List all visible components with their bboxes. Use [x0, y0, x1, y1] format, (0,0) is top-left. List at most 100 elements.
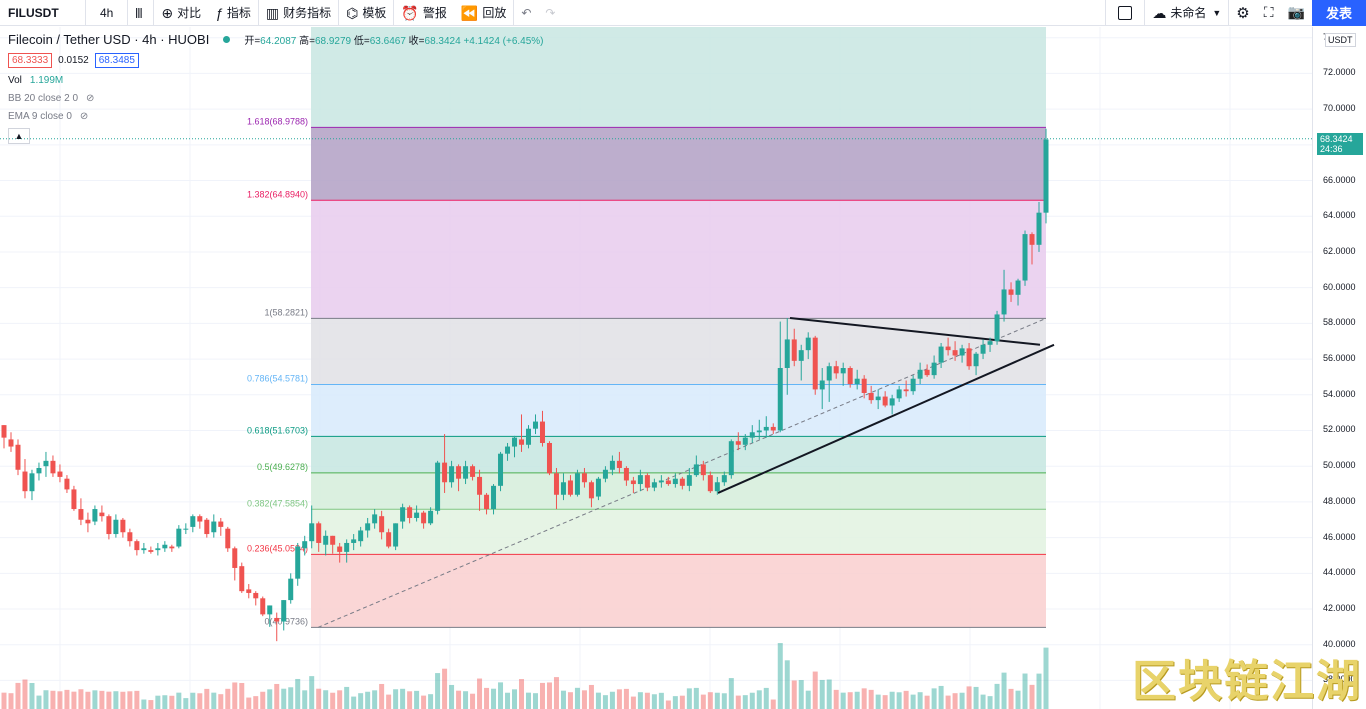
publish-button[interactable]: 发表: [1312, 0, 1366, 26]
candle-body: [637, 475, 643, 485]
volume-bar: [414, 690, 420, 709]
volume-bar: [679, 695, 685, 709]
eye-off-icon[interactable]: ⊘: [86, 93, 95, 104]
volume-bar: [435, 673, 441, 709]
indicators-button[interactable]: ƒ 指标: [208, 0, 258, 26]
price-chart[interactable]: 1.618(68.9788) 1.382(64.8940) 1(58.2821) 0.…: [0, 27, 1312, 709]
collapse-legend-button[interactable]: ▲: [8, 128, 30, 144]
candle-body: [211, 521, 217, 533]
candle-body: [882, 396, 888, 406]
candle-body: [22, 471, 28, 492]
eye-off-icon[interactable]: ⊘: [79, 111, 89, 122]
volume-bar: [477, 678, 483, 709]
volume-bar: [581, 690, 587, 709]
candle-body: [253, 592, 259, 599]
fib-zone: [311, 509, 1046, 555]
volume-bar: [421, 695, 427, 709]
triangle-lower-trendline: [717, 343, 1055, 494]
volume-bar: [1, 692, 7, 709]
volume-bar: [463, 691, 469, 709]
financials-button[interactable]: ▥ 财务指标: [259, 0, 338, 26]
currency-label[interactable]: USDT: [1325, 33, 1356, 47]
volume-bar: [987, 696, 993, 709]
volume-bar: [959, 692, 965, 709]
volume-bar: [512, 689, 518, 709]
fib-zone: [311, 200, 1046, 319]
volume-bar: [686, 688, 692, 709]
candle-body: [127, 532, 133, 542]
interval-button[interactable]: 4h: [100, 5, 114, 20]
save-layout-button[interactable]: ☁ 未命名 ▼: [1145, 0, 1228, 26]
price-axis[interactable]: 74.000072.000070.000068.000066.000064.00…: [1312, 27, 1366, 709]
market-status-icon: [223, 36, 231, 43]
alert-button[interactable]: ⏰ 警报: [394, 0, 453, 26]
volume-bar: [791, 680, 797, 709]
volume-bar: [99, 690, 105, 709]
volume-bar: [519, 679, 525, 709]
volume-bar: [833, 689, 839, 709]
candle-body: [113, 519, 119, 535]
undo-button[interactable]: ↶: [514, 0, 538, 26]
compare-button[interactable]: ⊕ 对比: [154, 0, 208, 26]
ema-label: EMA 9 close 0: [8, 111, 72, 122]
bb-label: BB 20 close 2 0: [8, 93, 79, 104]
volume-bar: [637, 692, 643, 709]
candle-body: [442, 462, 448, 483]
bb-indicator[interactable]: BB 20 close 2 0 ⊘: [8, 93, 544, 104]
candle-body: [330, 535, 336, 545]
snapshot-button[interactable]: 📷: [1281, 0, 1312, 26]
volume-bar: [92, 690, 98, 709]
redo-button[interactable]: ↷: [538, 0, 562, 26]
templates-button[interactable]: ⌬ 模板: [339, 0, 393, 26]
volume-indicator[interactable]: Vol 1.199M: [8, 75, 544, 86]
candle-body: [57, 471, 63, 477]
volume-bar: [525, 692, 531, 709]
volume-bar: [393, 689, 399, 709]
volume-label: Vol: [8, 75, 22, 86]
candle-body: [651, 482, 657, 488]
candle-body: [553, 473, 559, 495]
settings-button[interactable]: ⚙: [1229, 0, 1256, 26]
replay-button[interactable]: ⏪ 回放: [454, 0, 513, 26]
volume-bar: [162, 695, 168, 709]
candle-body: [78, 509, 84, 520]
candle-body: [938, 346, 944, 363]
toolbar-divider: [513, 0, 515, 26]
volume-bar: [323, 690, 329, 709]
volume-bar: [665, 700, 671, 709]
candle-body: [435, 462, 441, 511]
candle-body: [8, 439, 14, 447]
volume-bar: [595, 692, 601, 709]
volume-bar: [183, 698, 189, 709]
volume-bar: [1036, 673, 1042, 709]
function-icon: ƒ: [215, 4, 223, 21]
volume-bar: [211, 692, 217, 709]
symbol-search[interactable]: FILUSDT: [8, 5, 59, 20]
fullscreen-button[interactable]: ⛶: [1257, 0, 1281, 26]
close-value: 68.3424: [424, 36, 461, 47]
volume-bar: [539, 682, 545, 709]
candle-body: [120, 519, 126, 533]
ema-indicator[interactable]: EMA 9 close 0 ⊘: [8, 111, 544, 122]
chart-type-button[interactable]: 𝍫: [128, 0, 153, 26]
volume-bar: [707, 692, 713, 709]
candle-body: [854, 378, 860, 385]
price-tick-label: 52.0000: [1323, 424, 1356, 435]
volume-bar: [400, 688, 406, 709]
compare-label: 对比: [177, 6, 202, 20]
price-tick-label: 70.0000: [1323, 103, 1356, 114]
replay-label: 回放: [482, 6, 507, 20]
ask-price[interactable]: 68.3485: [94, 53, 139, 68]
volume-bar: [316, 688, 322, 709]
price-tick-label: 46.0000: [1323, 531, 1356, 542]
volume-bar: [148, 700, 154, 709]
volume-bar: [973, 686, 979, 709]
volume-bar: [155, 695, 161, 709]
volume-bar: [630, 696, 636, 709]
bid-price[interactable]: 68.3333: [8, 53, 53, 68]
candle-body: [945, 346, 951, 351]
layout-button[interactable]: [1106, 0, 1144, 26]
candle-body: [106, 516, 112, 535]
toolbar-divider: [338, 0, 340, 26]
candle-body: [763, 426, 769, 431]
